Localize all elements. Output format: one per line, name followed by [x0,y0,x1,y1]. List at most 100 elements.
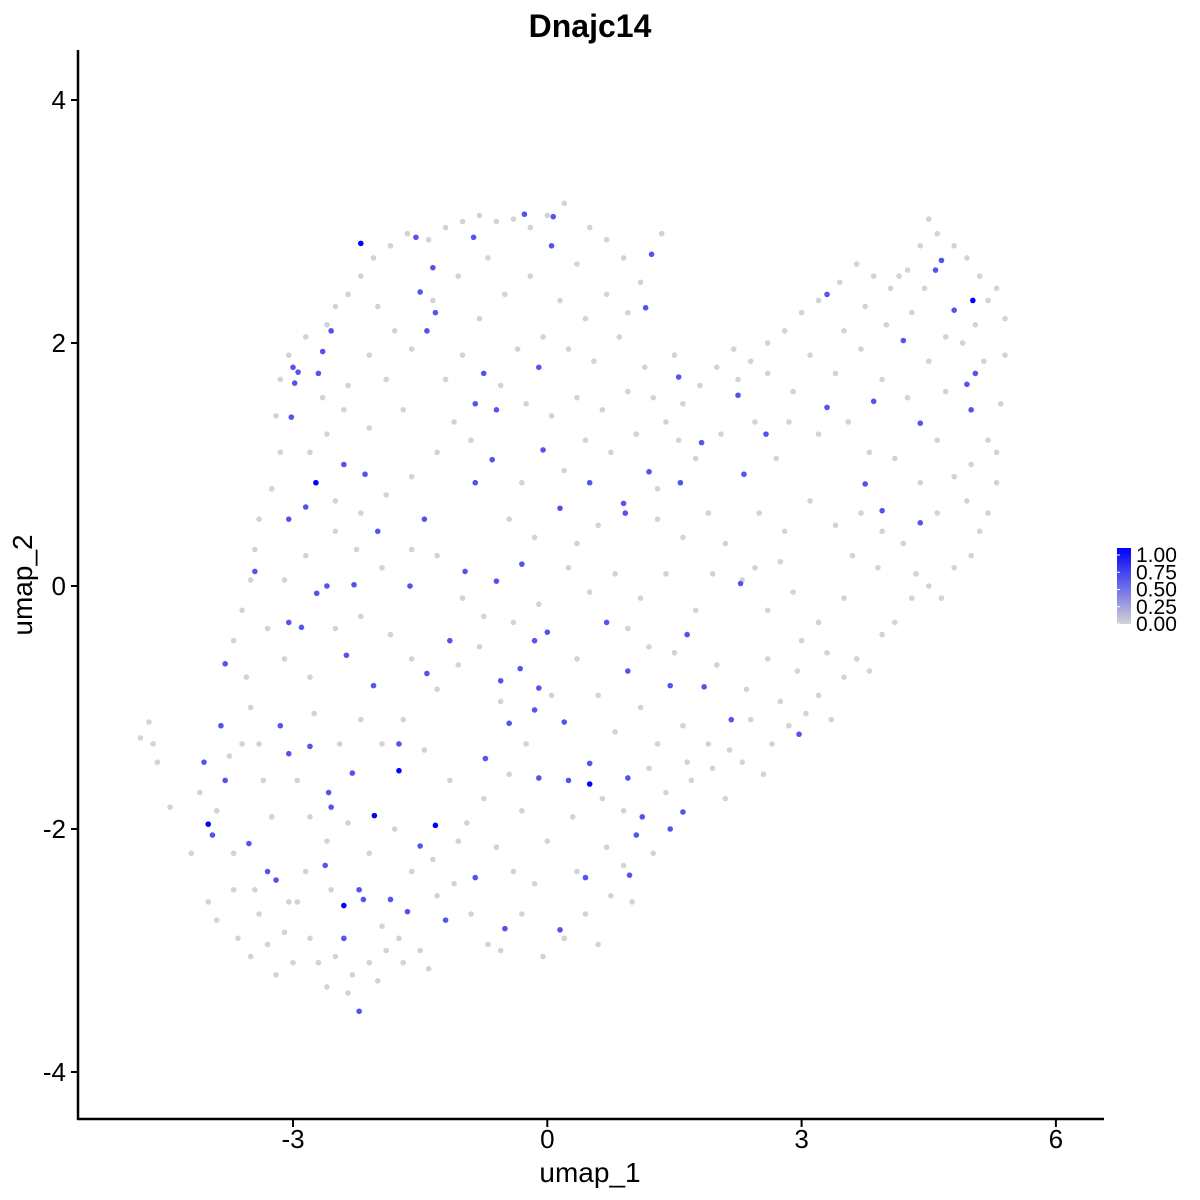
cell-point [858,346,864,352]
cell-point [188,850,195,857]
cell-point [921,285,928,292]
expressing-cell-point [540,447,546,453]
cell-point [815,431,822,437]
expressing-cell-point [432,309,439,316]
cell-point [463,820,470,826]
expressing-cell-point [482,755,489,762]
cell-point [764,607,771,614]
cell-point [493,218,500,225]
cell-point [519,911,525,917]
expressing-cell-point [565,777,572,784]
expressing-cell-point [264,868,271,875]
cell-point [637,595,644,601]
cell-point [391,328,398,334]
cell-point [603,236,610,243]
expressing-cell-point [356,1008,362,1015]
cell-point [887,285,894,292]
cell-point [146,719,152,725]
cell-point [485,941,491,948]
cell-point [879,376,885,383]
expressing-cell-point [285,619,292,626]
cell-point [853,261,860,267]
cell-point [807,498,813,504]
cell-point [425,965,432,972]
expressing-cell-point [677,479,684,486]
cell-point [332,498,339,504]
cell-point [302,552,309,559]
colorbar-label: 0.00 [1136,613,1177,636]
cell-point [264,625,271,632]
cell-point [985,510,991,516]
cell-point [519,807,525,814]
cell-point [510,216,517,222]
expressing-cell-point [938,257,945,264]
x-axis-title: umap_1 [539,1157,640,1188]
cell-point [574,868,580,875]
cell-point [764,370,771,377]
expressing-cell-point [824,404,830,411]
cell-point [591,358,597,365]
cell-point [493,844,500,851]
cell-point [752,419,758,425]
cell-point [226,753,233,759]
cell-point [260,777,267,784]
cell-point [451,419,457,425]
cell-point [629,899,635,905]
cell-point [476,643,483,650]
expressing-cell-point [319,348,326,355]
cell-point [599,795,606,802]
cell-point [714,364,720,371]
cell-point [442,376,449,383]
expressing-cell-point [396,767,402,774]
expressing-cell-point [291,380,298,386]
cell-point [892,619,898,626]
cell-point [319,394,326,401]
cell-point [531,880,538,887]
cell-point [557,297,563,304]
expressing-cell-point [315,370,322,377]
expressing-cell-point [531,707,538,713]
expressing-cell-point [302,504,309,510]
expressing-cell-point [544,629,551,635]
cell-point [383,492,390,498]
expressing-cell-point [285,750,292,757]
cell-point [235,935,241,942]
cell-point [908,595,915,601]
cell-point [828,716,835,723]
expressing-cell-point [424,328,430,334]
cell-point [663,789,669,796]
cell-point [213,917,220,923]
expressing-cell-point [502,925,508,932]
expressing-cell-point [633,832,640,838]
cell-point [1002,352,1008,358]
cell-point [964,255,970,261]
cell-point [256,516,262,522]
cell-point [387,631,394,638]
expressing-cell-point [421,516,428,522]
expressing-cell-point [970,297,976,304]
cell-point [612,571,618,577]
cell-point [455,838,462,844]
cell-point [654,741,661,747]
cell-point [510,868,517,875]
expressing-cell-point [295,369,301,375]
cell-point [408,868,415,875]
expressing-cell-point [493,578,500,584]
cell-point [646,765,652,772]
cell-point [692,455,699,462]
cell-point [862,303,868,310]
cell-point [807,352,813,358]
cell-point [459,595,466,601]
expressing-cell-point [900,337,907,344]
cell-point [993,479,1000,486]
cell-point [476,315,483,322]
cell-point [370,255,377,261]
colorbar-label: 1.00 [1136,544,1177,567]
cell-point [815,619,822,626]
cell-point [230,637,237,644]
cell-point [866,449,873,456]
cell-point [379,564,385,571]
cell-point [561,200,568,207]
expressing-cell-point [341,935,347,942]
